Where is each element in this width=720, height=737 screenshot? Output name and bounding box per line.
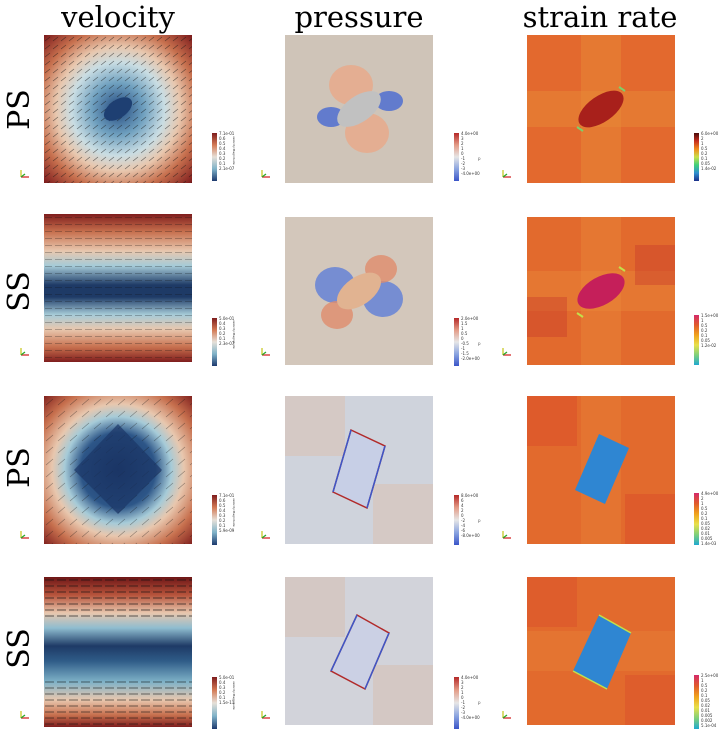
orientation-axes-icon xyxy=(18,706,32,720)
column-title-velocity: velocity xyxy=(61,0,175,34)
pressure-colorbar-labels-row1: 4.0e+00 3 2 1 0 -1 -2 -3 -4.0e+00 xyxy=(461,131,480,176)
row-label-3: PS xyxy=(1,446,37,488)
pressure-colorbar-title-row4: p xyxy=(478,700,481,705)
strain-rate-plot-row1 xyxy=(527,35,675,183)
velocity-colorbar-labels-row2: 5.0e-01 0.4 0.3 0.2 0.1 2.3e-07 xyxy=(219,316,235,346)
velocity-plot-row4 xyxy=(44,577,192,727)
pressure-colorbar-row3 xyxy=(454,495,459,545)
velocity-plot-row2 xyxy=(44,214,192,362)
velocity-colorbar-title-row1: velocity Magnitude xyxy=(232,136,236,165)
orientation-axes-icon xyxy=(259,706,273,720)
pressure-colorbar-title-row3: p xyxy=(478,518,481,523)
column-title-pressure: pressure xyxy=(294,0,424,34)
pressure-colorbar-title-row2: p xyxy=(478,341,481,346)
orientation-axes-icon xyxy=(259,343,273,357)
velocity-colorbar-title-row4: velocity Magnitude xyxy=(232,681,236,710)
velocity-colorbar-row3 xyxy=(212,495,217,545)
orientation-axes-icon xyxy=(259,526,273,540)
pressure-colorbar-row4 xyxy=(454,677,459,729)
velocity-colorbar-title-row2: velocity Magnitude xyxy=(232,320,236,349)
orientation-axes-icon xyxy=(18,165,32,179)
strain-rate-colorbar-labels-row1: 6.0e+00 2 1 0.5 0.2 0.1 0.05 1.4e-02 xyxy=(701,131,719,171)
pressure-plot-row1 xyxy=(285,35,433,183)
velocity-plot-row1 xyxy=(44,35,192,183)
velocity-colorbar-row1 xyxy=(212,133,217,181)
column-title-strain-rate: strain rate xyxy=(522,0,678,34)
pressure-colorbar-title-row1: p xyxy=(478,156,481,161)
strain-rate-plot-row3 xyxy=(527,396,675,544)
pressure-plot-row4 xyxy=(285,577,433,725)
orientation-axes-icon xyxy=(500,526,514,540)
orientation-axes-icon xyxy=(259,165,273,179)
strain-rate-colorbar-row2 xyxy=(694,315,699,365)
strain-rate-plot-row4 xyxy=(527,577,675,725)
row-label-4: SS xyxy=(1,627,37,669)
pressure-colorbar-labels-row3: 8.0e+00 6 4 2 0 -2 -4 -6 -8.0e+00 xyxy=(461,493,480,538)
velocity-colorbar-labels-row3: 7.1e-01 0.6 0.5 0.4 0.3 0.2 0.1 5.9e-09 xyxy=(219,493,235,533)
strain-rate-colorbar-labels-row3: 4.9e+00 2 1 0.5 0.2 0.1 0.05 0.02 0.01 0.005 1.4e-… xyxy=(701,491,719,546)
pressure-colorbar-labels-row4: 4.0e+00 3 2 1 0 -1 -2 -3 -4.0e+00 xyxy=(461,675,480,720)
strain-rate-colorbar-row4 xyxy=(694,675,699,729)
orientation-axes-icon xyxy=(500,706,514,720)
strain-rate-colorbar-row1 xyxy=(694,133,699,181)
velocity-colorbar-row2 xyxy=(212,318,217,366)
velocity-colorbar-labels-row4: 5.0e-01 0.4 0.3 0.2 0.1 1.5e-11 xyxy=(219,675,235,705)
pressure-colorbar-row2 xyxy=(454,318,459,366)
velocity-colorbar-row4 xyxy=(212,677,217,729)
pressure-plot-row3 xyxy=(285,396,433,544)
orientation-axes-icon xyxy=(18,343,32,357)
strain-rate-colorbar-labels-row4: 2.5e+00 1 0.5 0.2 0.1 0.05 0.02 0.01 0.005 0.002 5… xyxy=(701,673,719,728)
pressure-colorbar-row1 xyxy=(454,133,459,181)
strain-rate-plot-row2 xyxy=(527,217,675,365)
pressure-plot-row2 xyxy=(285,217,433,365)
velocity-colorbar-labels-row1: 7.1e-01 0.6 0.5 0.4 0.3 0.2 0.1 2.1e-07 xyxy=(219,131,235,171)
velocity-plot-row3 xyxy=(44,396,192,544)
row-label-2: SS xyxy=(1,270,37,312)
orientation-axes-icon xyxy=(500,343,514,357)
pressure-colorbar-labels-row2: 2.0e+00 1.5 1 0.5 0 -0.5 -1 -1.5 -2.0e+00 xyxy=(461,316,480,361)
orientation-axes-icon xyxy=(18,526,32,540)
orientation-axes-icon xyxy=(500,165,514,179)
strain-rate-colorbar-labels-row2: 1.5e+00 1 0.5 0.2 0.1 0.05 1.2e-02 xyxy=(701,313,719,348)
velocity-colorbar-title-row3: velocity Magnitude xyxy=(232,498,236,527)
strain-rate-colorbar-row3 xyxy=(694,493,699,545)
row-label-1: PS xyxy=(1,88,37,130)
